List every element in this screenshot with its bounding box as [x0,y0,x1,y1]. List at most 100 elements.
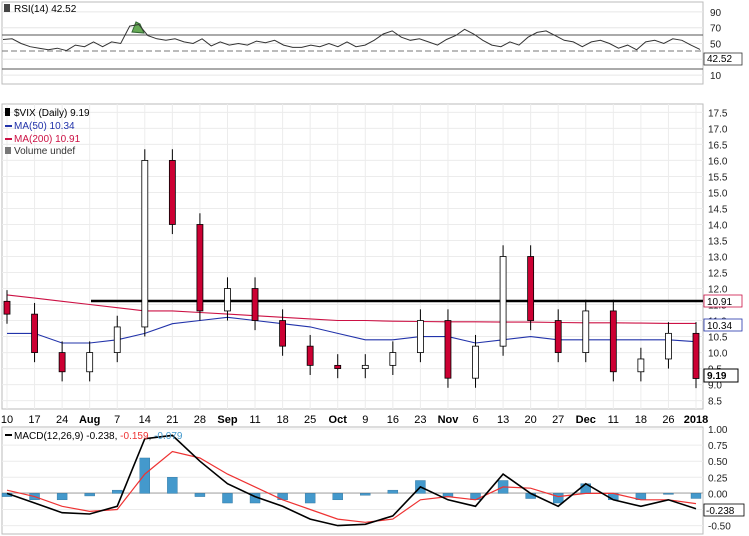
rsi-current-badge: 42.52 [703,52,743,66]
candle-body [609,310,617,373]
price-panel: $VIX (Daily) 9.19 MA(50) 10.34 MA(200) 1… [1,103,743,410]
macd-hist-bar [387,489,399,494]
rsi-badge-text: 42.52 [707,54,732,65]
badge-macd-box [703,503,745,517]
candle-body [637,358,645,373]
candle-body [196,224,204,312]
date-axis-label: 9 [362,414,368,426]
price-axis-label: 13.5 [708,236,728,247]
macd-hist-bar [553,493,564,504]
price-axis-label: 15.0 [708,188,728,199]
price-axis-label: 17.5 [708,108,728,119]
macd-hist-bar [332,493,343,501]
badge-ma50-box [703,318,743,332]
price-axis-label: 8.5 [708,397,722,408]
price-axis-label: 10.5 [708,333,728,344]
ma200-line [6,294,696,324]
macd-hist-bar [360,493,371,496]
date-axis-label: Sep [217,414,237,426]
price-candle [224,277,231,321]
price-axis-label: 16.5 [708,140,728,151]
candle-body [582,310,590,353]
candle-body [416,320,424,353]
price-axis-label: 14.0 [708,220,728,231]
price-axis-label: 14.5 [708,204,728,215]
badge-ma50: 10.34 [703,318,743,332]
date-axis-label: 26 [662,414,674,426]
badge-ma200-box [703,294,743,308]
date-axis-label: 17 [28,414,40,426]
macd-hist-bar [304,493,316,504]
price-candle [113,315,121,363]
rsi-series-line [2,23,701,52]
macd-signal-line [6,450,697,523]
price-axis-label: 12.0 [708,285,728,296]
price-candle [416,309,424,363]
macd-axis-label: 0.75 [708,441,728,452]
candle-body [86,352,94,373]
candle-body [334,364,342,369]
date-axis-label: 7 [114,414,120,426]
date-axis-label: 2018 [684,414,708,426]
legend-swatch-vix [5,108,10,116]
price-candle [582,299,590,363]
price-candle [444,309,452,388]
macd-hist-bar [222,493,233,504]
date-axis-label: 13 [497,414,509,426]
date-axis-label: 24 [56,414,68,426]
price-candle [637,347,645,382]
candle-body [31,313,38,353]
candle-body [665,332,672,360]
macd-title-signal: -0.159 [120,431,149,442]
macd-frame [1,426,704,535]
date-axis-label: Nov [438,414,460,426]
price-axis-label: 16.0 [708,156,728,167]
date-axis-label: Aug [79,414,100,426]
legend-vix: $VIX (Daily) 9.19 [14,108,90,119]
rsi-axis: 9070503010 [710,8,722,82]
candle-body [279,320,287,347]
price-candle [692,322,700,389]
price-axis-label: 13.0 [708,253,728,264]
date-axis-label: 16 [387,414,399,426]
macd-axis-label: -0.50 [708,522,731,533]
candle-body [58,352,66,373]
rsi-axis-label: 70 [710,24,722,35]
macd-axis-label: 0.00 [708,489,728,500]
badge-macd-text: -0.238 [706,506,735,517]
price-candle [31,302,38,363]
candle-body [361,364,369,369]
badge-last-box [703,368,739,383]
price-candle [86,341,94,382]
candle-body [224,288,231,312]
date-axis-label: 11 [608,414,619,426]
macd-axis-label: 1.00 [708,425,728,436]
macd-title-comma2: , [149,431,155,442]
legend-volume: Volume undef [14,146,75,157]
macd-panel: MACD(12,26,9) -0.238, -0.159, -0.079 1.0… [1,425,745,535]
badge-ma200: 10.91 [703,294,743,308]
rsi-axis-label: 50 [710,40,722,51]
rsi-axis-label: 90 [710,8,722,19]
legend-ma50: MA(50) 10.34 [14,121,75,132]
macd-hist-bar [56,493,68,501]
macd-hist-bar [112,489,123,494]
price-candle [279,309,287,356]
macd-hist-bar [139,457,151,494]
price-candle [168,149,176,235]
macd-axis-label: 0.25 [708,473,728,484]
rsi-title: RSI(14) 42.52 [14,4,77,15]
price-axis-label: 17.0 [708,124,728,135]
price-candle [306,334,314,375]
price-candle [58,341,66,382]
badge-last-price: 9.19 [703,368,739,383]
date-axis-label: 10 [1,414,13,426]
date-axis-label: 23 [414,414,426,426]
candle-body [306,345,314,366]
macd-title-name: MACD(12,26,9) [14,431,83,442]
macd-title: MACD(12,26,9) -0.238, -0.159, -0.079 [14,431,183,442]
date-axis-label: 27 [552,414,564,426]
price-candle [3,290,11,324]
candle-body [389,352,397,366]
rsi-panel: RSI(14) 42.52 9070503010 42.52 [1,1,743,85]
